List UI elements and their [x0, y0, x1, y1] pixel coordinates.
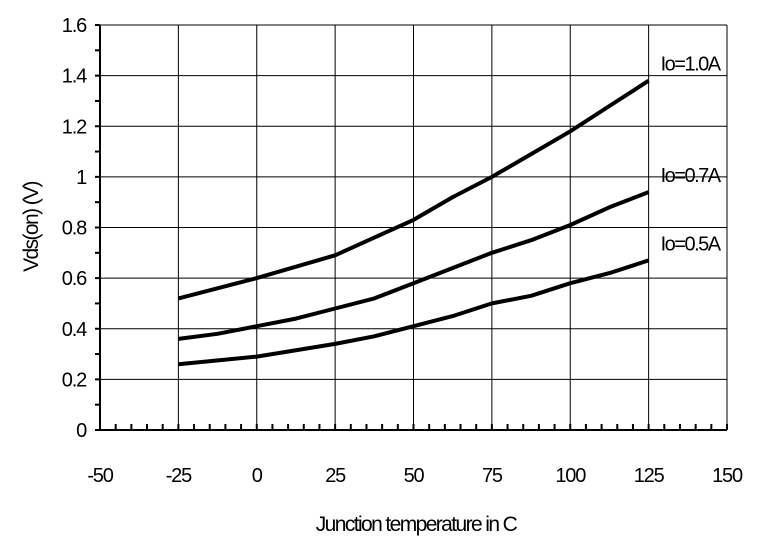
series-lines: Io=1.0A Io=0.7A Io=0.5A	[177, 54, 723, 367]
y-axis-label: Vds(on) (V)	[20, 182, 43, 272]
y-tick-label: 0.4	[62, 319, 87, 341]
x-tick-label: 25	[325, 465, 346, 487]
y-tick-label: 0.2	[62, 369, 87, 391]
x-tick-label: 150	[712, 465, 743, 487]
series-label: Io=0.5A	[661, 233, 722, 255]
y-tick-label: 0	[76, 420, 87, 442]
x-axis-label: Junction temperature in C	[316, 513, 518, 536]
series-line	[177, 79, 650, 301]
axes	[95, 24, 728, 431]
series-label: Io=0.7A	[661, 165, 722, 187]
y-tick-label: 1.4	[62, 66, 87, 88]
series-line	[178, 258, 650, 367]
y-tick-label: 0.6	[62, 268, 87, 290]
series-label: Io=1.0A	[661, 54, 722, 76]
x-tick-label: -50	[87, 465, 113, 487]
y-tick-label: 1.6	[62, 15, 87, 37]
x-tick-label: 100	[555, 465, 586, 487]
x-tick-label: 125	[634, 465, 665, 487]
x-tick-label: -25	[166, 465, 192, 487]
series-line	[178, 190, 650, 341]
y-tick-label: 1	[76, 167, 87, 189]
tick-labels: 0 0.2 0.4 0.6 0.8 1 1.2 1.4 1.6 -50 -25 0 25 50 75 100 1…	[62, 15, 744, 487]
y-tick-label: 1.2	[62, 116, 87, 138]
x-tick-label: 50	[404, 465, 425, 487]
x-tick-label: 0	[252, 465, 263, 487]
grid	[100, 24, 728, 430]
y-tick-label: 0.8	[62, 218, 87, 240]
x-tick-label: 75	[482, 465, 503, 487]
